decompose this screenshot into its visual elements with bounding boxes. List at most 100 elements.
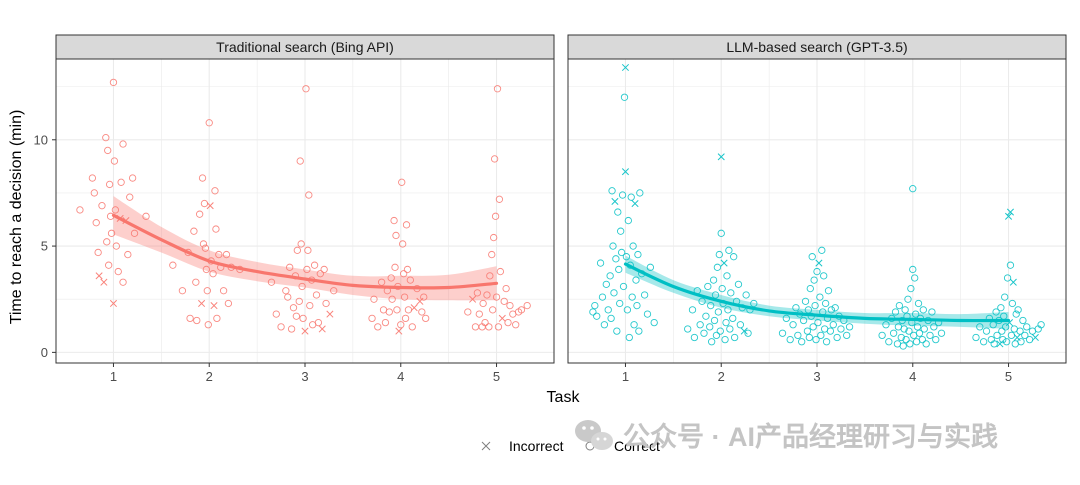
point-correct: [803, 327, 812, 335]
point-correct: [891, 308, 900, 316]
point-correct: [1008, 299, 1017, 308]
point-correct: [1012, 310, 1020, 318]
x-tick-label: 3: [813, 369, 820, 384]
point-correct: [710, 316, 719, 325]
point-correct: [90, 189, 98, 197]
x-tick-label: 2: [718, 369, 725, 384]
point-correct: [725, 246, 733, 254]
legend-label-incorrect: Incorrect: [509, 438, 564, 454]
point-correct: [102, 134, 110, 142]
point-correct: [650, 318, 658, 327]
point-correct: [724, 306, 732, 314]
point-correct: [418, 308, 426, 316]
point-incorrect: [631, 200, 639, 208]
point-incorrect: [100, 278, 108, 286]
point-correct: [992, 308, 1000, 316]
point-correct: [1002, 323, 1010, 331]
point-correct: [794, 331, 802, 340]
point-correct: [913, 323, 922, 331]
point-correct: [297, 240, 305, 248]
point-correct: [302, 85, 310, 93]
point-correct: [277, 323, 285, 331]
point-correct: [716, 327, 724, 335]
point-correct: [381, 318, 390, 327]
point-correct: [798, 338, 806, 346]
point-correct: [292, 312, 301, 320]
point-incorrect: [1009, 278, 1017, 286]
point-correct: [811, 301, 819, 310]
point-incorrect: [1013, 333, 1021, 342]
point-correct: [734, 280, 743, 288]
point-correct: [282, 287, 290, 295]
point-incorrect: [1004, 212, 1013, 220]
point-correct: [1014, 306, 1022, 314]
point-correct: [911, 274, 919, 282]
point-correct: [598, 293, 607, 301]
point-correct: [610, 289, 618, 297]
point-correct: [976, 323, 984, 331]
point-correct: [464, 308, 472, 316]
point-correct: [643, 310, 652, 318]
legend-cross-icon: [481, 441, 491, 451]
point-correct: [128, 174, 137, 182]
point-correct: [490, 155, 499, 163]
point-correct: [1023, 323, 1031, 331]
point-correct: [707, 301, 715, 310]
point-correct: [646, 263, 655, 271]
point-correct: [617, 227, 625, 235]
point-correct: [178, 287, 187, 295]
point-correct: [829, 321, 837, 329]
point-correct: [483, 291, 491, 299]
point-correct: [203, 287, 211, 295]
point-correct: [630, 321, 638, 329]
point-correct: [490, 233, 498, 242]
point-correct: [107, 229, 116, 237]
point-correct: [1017, 338, 1025, 346]
point-correct: [778, 329, 787, 337]
point-incorrect: [469, 295, 477, 303]
x-tick-label: 5: [1005, 369, 1012, 384]
point-correct: [284, 293, 292, 301]
point-correct: [211, 187, 219, 195]
point-correct: [727, 289, 735, 297]
point-correct: [822, 338, 831, 346]
point-correct: [808, 253, 816, 261]
point-correct: [911, 310, 920, 318]
point-correct: [918, 335, 926, 344]
point-correct: [169, 261, 177, 269]
point-correct: [982, 327, 991, 335]
point-correct: [295, 297, 303, 305]
point-correct: [303, 265, 311, 274]
point-correct: [814, 318, 822, 327]
point-correct: [1002, 338, 1011, 346]
point-correct: [930, 323, 938, 331]
point-incorrect: [109, 299, 118, 308]
legend: Incorrect Correct: [481, 438, 660, 454]
point-correct: [620, 93, 629, 101]
point-incorrect: [198, 299, 206, 308]
x-tick-label: 2: [206, 369, 213, 384]
point-correct: [500, 297, 508, 305]
point-correct: [999, 335, 1007, 344]
point-correct: [390, 216, 398, 225]
point-correct: [186, 314, 194, 323]
point-correct: [614, 208, 622, 216]
point-correct: [370, 295, 378, 303]
point-correct: [114, 267, 122, 276]
point-correct: [878, 331, 886, 340]
point-correct: [105, 180, 114, 189]
point-correct: [700, 329, 708, 337]
point-correct: [897, 333, 905, 342]
point-correct: [708, 338, 716, 346]
point-correct: [117, 178, 125, 186]
point-correct: [905, 327, 913, 335]
point-correct: [523, 301, 531, 310]
point-correct: [1037, 321, 1045, 329]
point-correct: [809, 323, 817, 331]
point-correct: [298, 282, 306, 291]
point-correct: [920, 325, 928, 333]
point-correct: [640, 291, 649, 299]
point-correct: [305, 191, 313, 199]
point-correct: [98, 202, 106, 210]
point-correct: [1001, 293, 1009, 301]
